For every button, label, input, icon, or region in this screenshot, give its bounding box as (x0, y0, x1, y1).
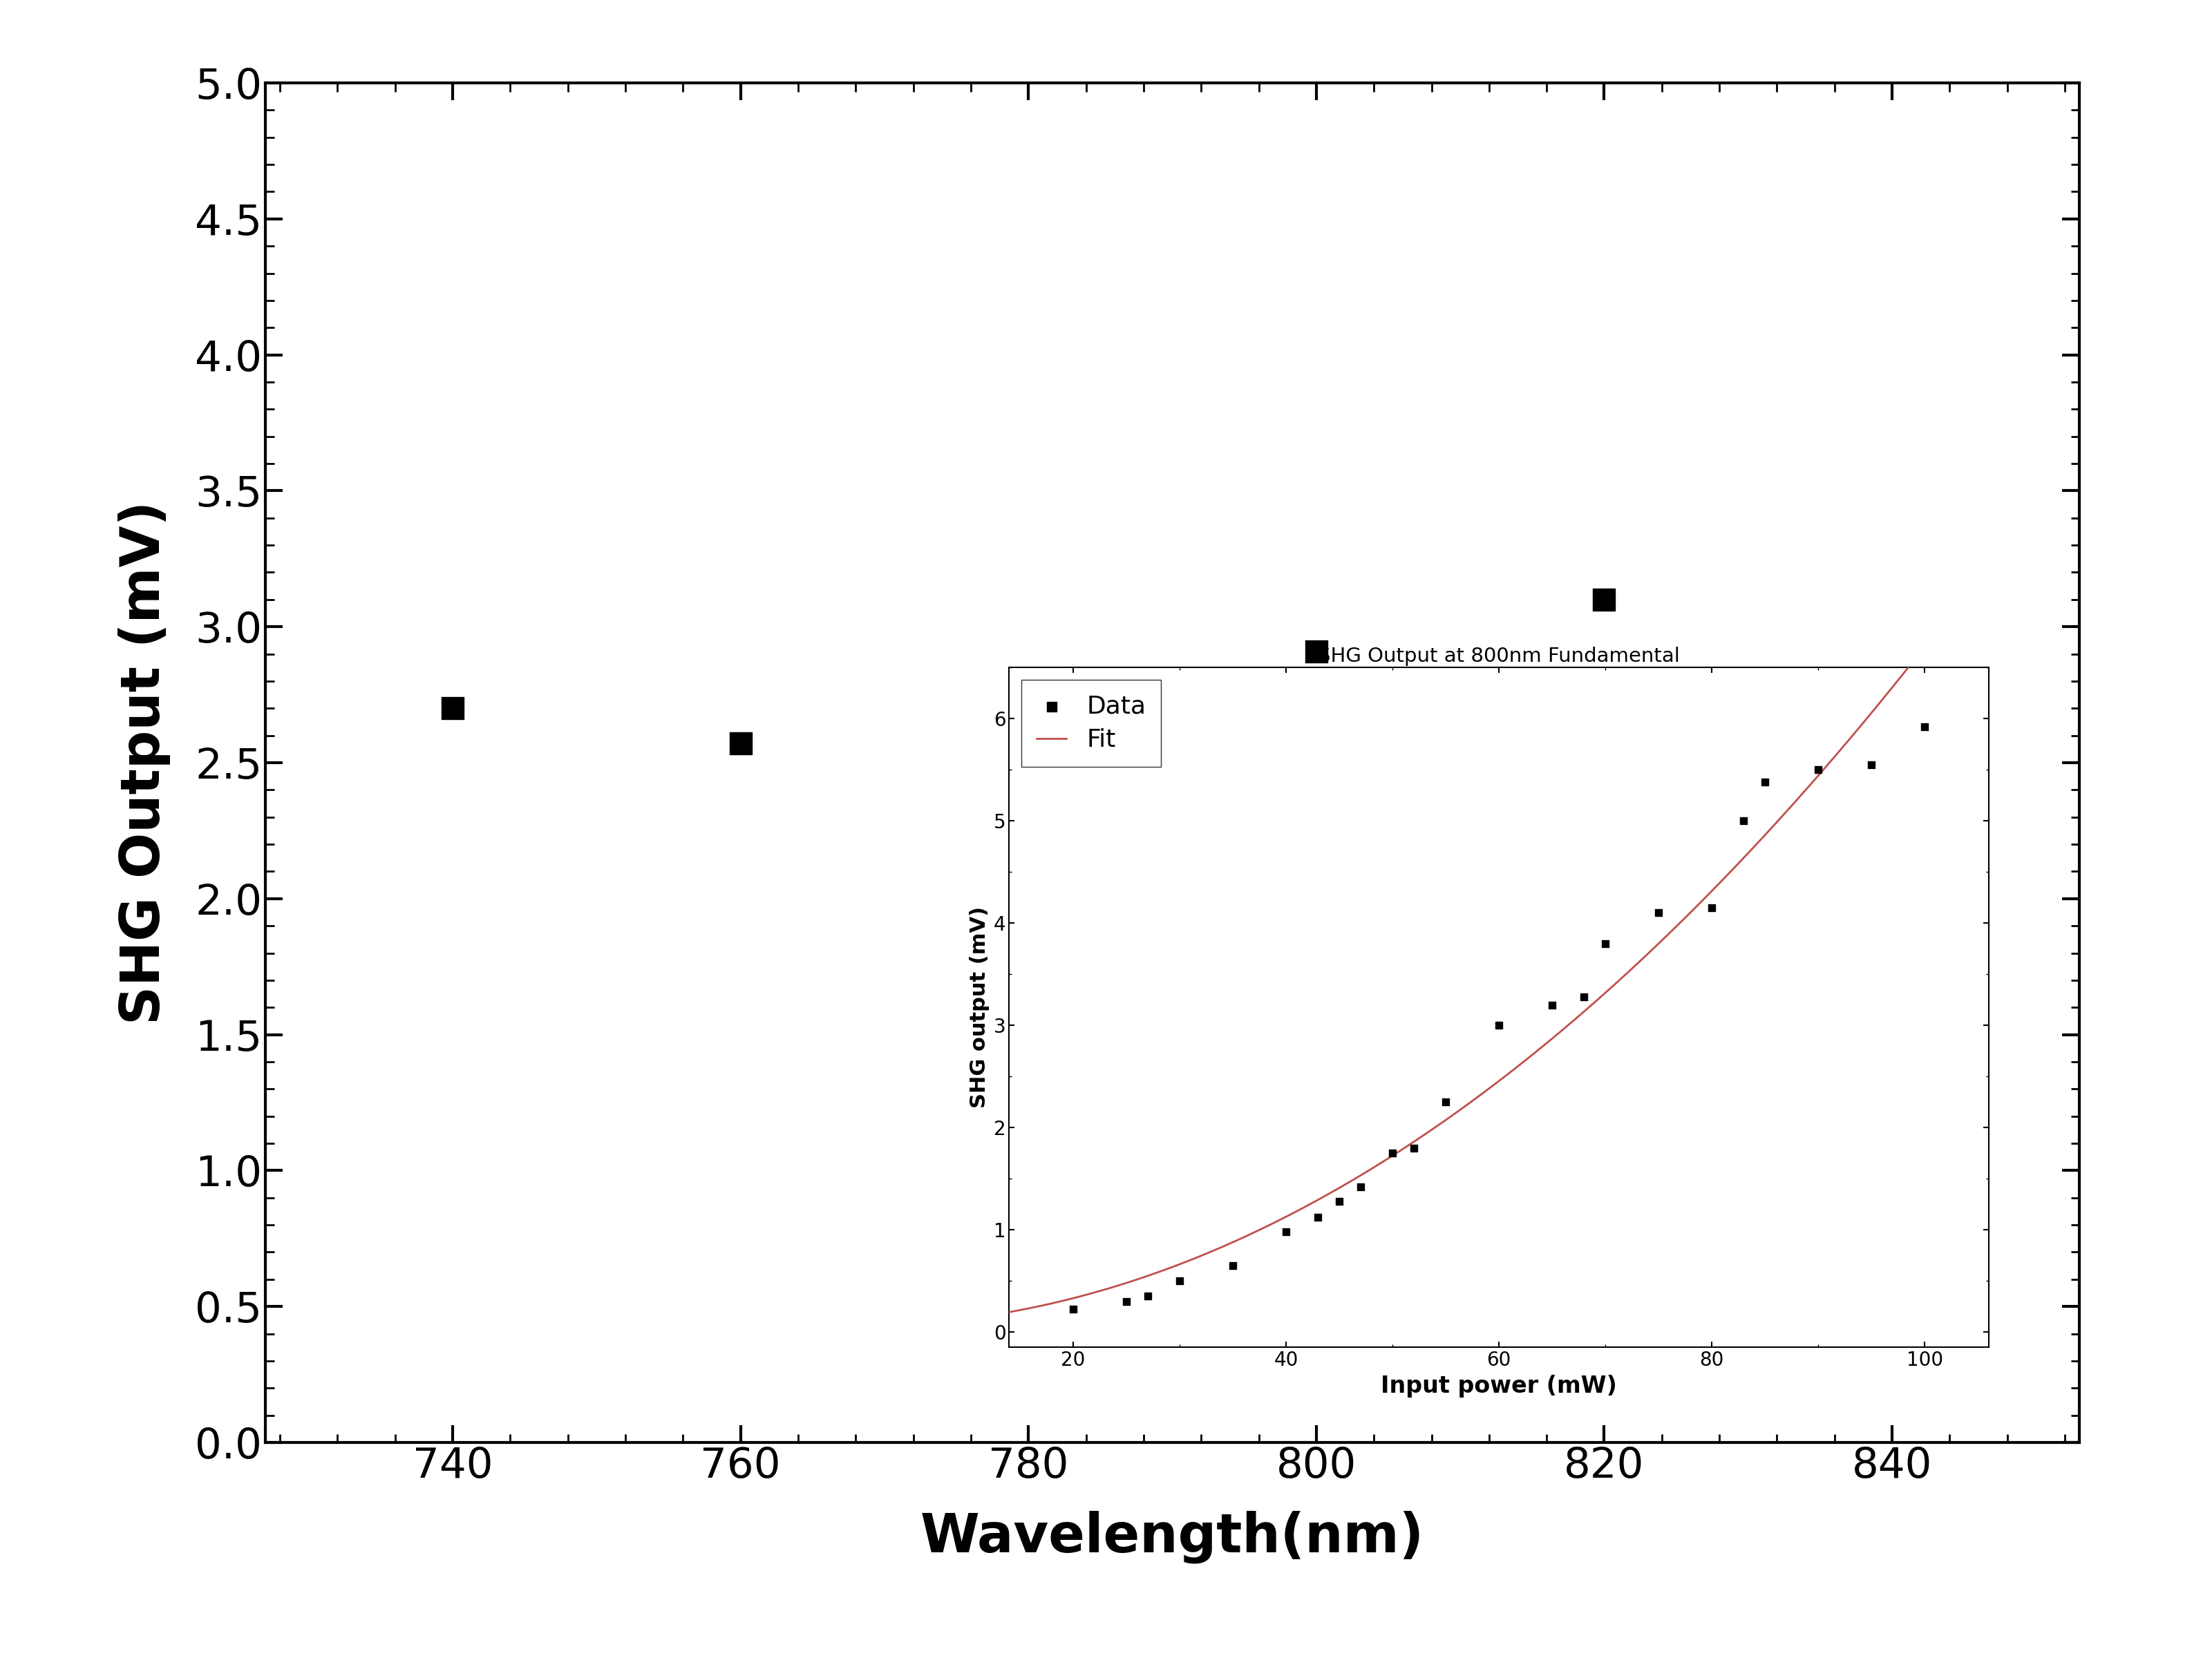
Point (436, 695, 471, 721)
Point (1011, 673, 1046, 700)
Y-axis label: SHG Output (mV): SHG Output (mV) (119, 501, 170, 1025)
Point (1586, 587, 1621, 613)
X-axis label: Wavelength(nm): Wavelength(nm) (920, 1510, 1425, 1563)
Point (1874, 749, 1909, 776)
Point (723, 731, 759, 758)
Point (1298, 638, 1334, 665)
